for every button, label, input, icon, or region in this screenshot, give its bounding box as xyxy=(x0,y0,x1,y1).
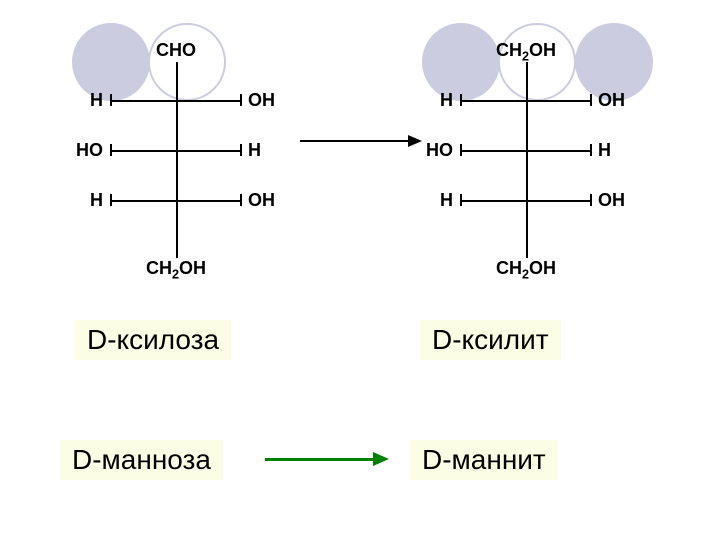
tick-1r xyxy=(590,94,592,106)
hbar-1 xyxy=(110,100,242,102)
tick-1l xyxy=(460,94,462,106)
hbar-2 xyxy=(460,150,592,152)
label-xylitol: D-ксилит xyxy=(420,320,561,360)
hbar-3 xyxy=(460,200,592,202)
arrow-bottom xyxy=(265,458,375,461)
atom-1r: OH xyxy=(248,90,275,111)
tick-3l xyxy=(110,194,112,206)
atom-3r: OH xyxy=(248,190,275,211)
atom-1r: OH xyxy=(598,90,625,111)
arrow-top xyxy=(300,140,410,142)
backbone xyxy=(176,62,178,258)
label-xylose: D-ксилоза xyxy=(75,320,231,360)
molecule-right: CH2OH H OH HO H H OH CH2OH xyxy=(430,40,630,280)
arrow-top-head xyxy=(408,135,422,147)
tick-2r xyxy=(240,144,242,156)
tick-2l xyxy=(460,144,462,156)
atom-bottom: CH2OH xyxy=(496,258,556,282)
hbar-2 xyxy=(110,150,242,152)
atom-2l: HO xyxy=(426,140,453,161)
atom-3r: OH xyxy=(598,190,625,211)
tick-2r xyxy=(590,144,592,156)
atom-2r: H xyxy=(248,140,261,161)
atom-bottom: CH2OH xyxy=(146,258,206,282)
atom-3l: H xyxy=(440,190,453,211)
label-mannose: D-манноза xyxy=(60,440,223,480)
tick-2l xyxy=(110,144,112,156)
molecule-left: CHO H OH HO H H OH CH2OH xyxy=(80,40,280,280)
hbar-1 xyxy=(460,100,592,102)
atom-3l: H xyxy=(90,190,103,211)
atom-top: CH2OH xyxy=(496,40,556,64)
tick-1l xyxy=(110,94,112,106)
atom-top: CHO xyxy=(156,40,196,61)
tick-3r xyxy=(240,194,242,206)
atom-2r: H xyxy=(598,140,611,161)
atom-1l: H xyxy=(90,90,103,111)
atom-2l: HO xyxy=(76,140,103,161)
backbone xyxy=(526,62,528,258)
label-mannitol: D-маннит xyxy=(410,440,558,480)
hbar-3 xyxy=(110,200,242,202)
tick-1r xyxy=(240,94,242,106)
tick-3l xyxy=(460,194,462,206)
arrow-bottom-head xyxy=(373,452,389,466)
tick-3r xyxy=(590,194,592,206)
atom-1l: H xyxy=(440,90,453,111)
